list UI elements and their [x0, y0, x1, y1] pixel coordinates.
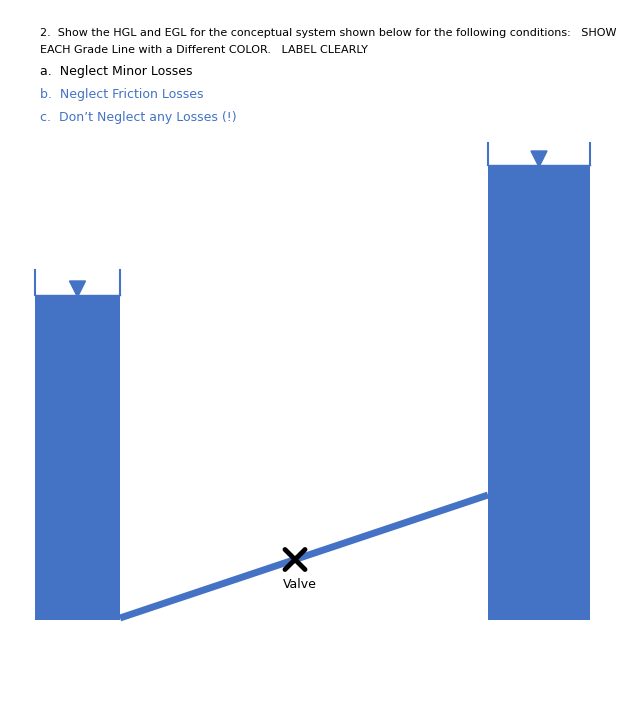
Polygon shape — [531, 151, 547, 167]
Polygon shape — [69, 281, 86, 297]
Bar — [35, 295, 120, 620]
Text: c.  Don’t Neglect any Losses (!): c. Don’t Neglect any Losses (!) — [40, 111, 237, 124]
Text: 2.  Show the HGL and EGL for the conceptual system shown below for the following: 2. Show the HGL and EGL for the conceptu… — [40, 28, 616, 38]
Bar — [488, 165, 590, 620]
Text: Valve: Valve — [283, 577, 317, 590]
Text: a.  Neglect Minor Losses: a. Neglect Minor Losses — [40, 65, 192, 78]
Text: EACH Grade Line with a Different COLOR.   LABEL CLEARLY: EACH Grade Line with a Different COLOR. … — [40, 45, 368, 55]
Text: b.  Neglect Friction Losses: b. Neglect Friction Losses — [40, 88, 204, 101]
